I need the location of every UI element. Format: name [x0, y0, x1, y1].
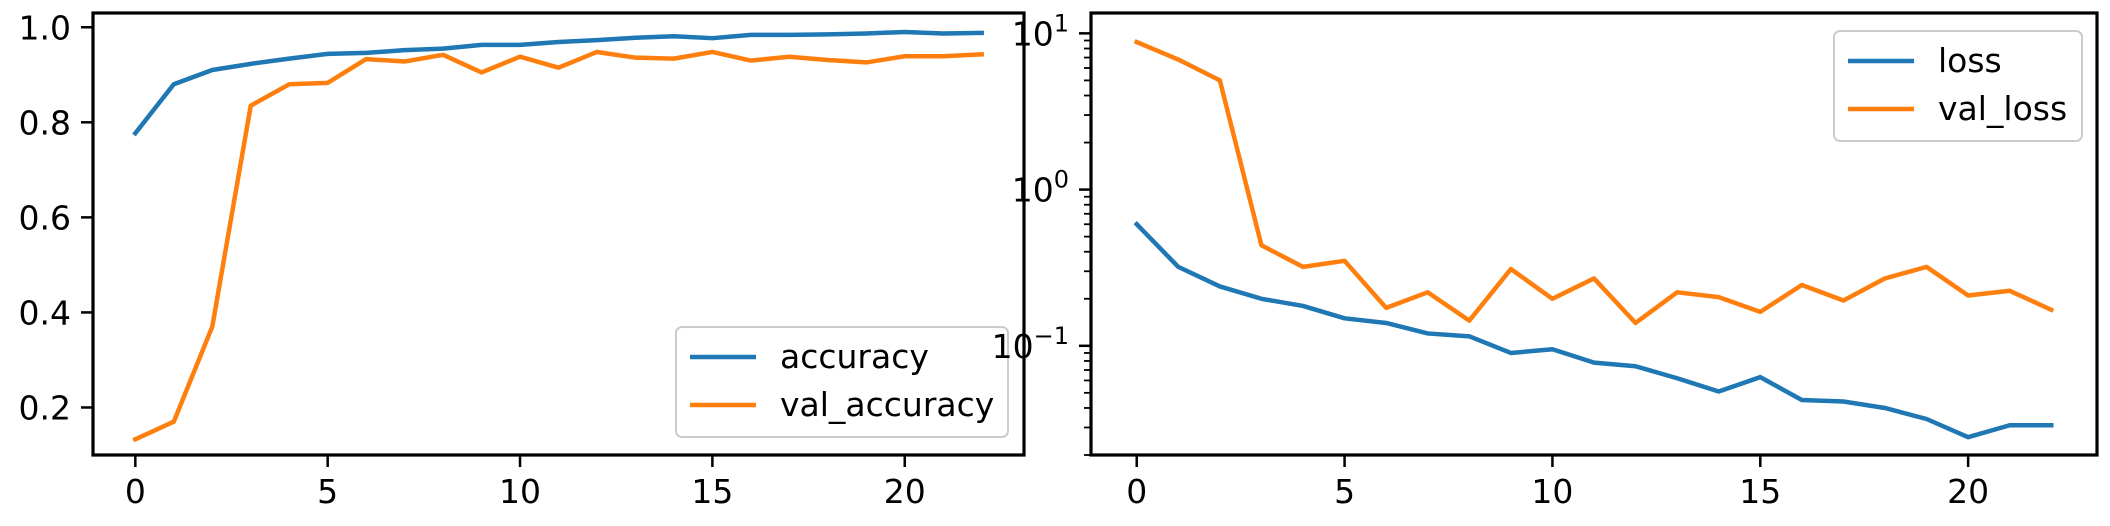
- legend: accuracy val_accuracy: [675, 326, 1009, 438]
- x-tick-label: 10: [499, 472, 541, 511]
- plot-frame: [91, 11, 1026, 457]
- plot-frame: [1089, 11, 2099, 457]
- legend-label-val_accuracy: val_accuracy: [780, 385, 994, 424]
- chart-1: 0 5 10 15 20 0.2 0.4 0.6 0.8 1.0 accuracy val_accur…: [19, 8, 1026, 511]
- x-tick-label: 20: [884, 472, 926, 511]
- y-tick-label: 100: [1012, 166, 1069, 210]
- legend-label-val_loss: val_loss: [1938, 89, 2067, 128]
- series-line-val_accuracy: [132, 49, 985, 443]
- legend-label-accuracy: accuracy: [780, 337, 929, 376]
- x-tick-label: 5: [1334, 472, 1355, 511]
- chart-2: 0 5 10 15 20 10−1 100 101 loss val_loss: [992, 9, 2099, 511]
- x-tick-label: 0: [1126, 472, 1147, 511]
- y-tick-label: 0.4: [19, 293, 71, 332]
- series-line-accuracy: [132, 29, 984, 137]
- series-line-loss: [1133, 221, 2054, 440]
- x-tick-label: 20: [1947, 472, 1989, 511]
- series-line-val_loss: [1133, 39, 2055, 326]
- x-tick-label: 0: [125, 472, 146, 511]
- legend-box: [675, 326, 1009, 438]
- legend-label-loss: loss: [1938, 41, 2002, 80]
- legend-box: [1833, 30, 2083, 142]
- legend: loss val_loss: [1833, 30, 2083, 142]
- y-tick-label: 0.2: [19, 388, 71, 427]
- y-tick-label: 1.0: [19, 8, 71, 47]
- y-tick-label: 10−1: [992, 322, 1069, 366]
- y-tick-label: 0.8: [19, 103, 71, 142]
- x-tick-label: 15: [691, 472, 733, 511]
- x-tick-label: 10: [1531, 472, 1573, 511]
- y-tick-label: 0.6: [19, 198, 71, 237]
- x-tick-label: 5: [317, 472, 338, 511]
- x-tick-label: 15: [1739, 472, 1781, 511]
- y-tick-label: 101: [1012, 9, 1069, 53]
